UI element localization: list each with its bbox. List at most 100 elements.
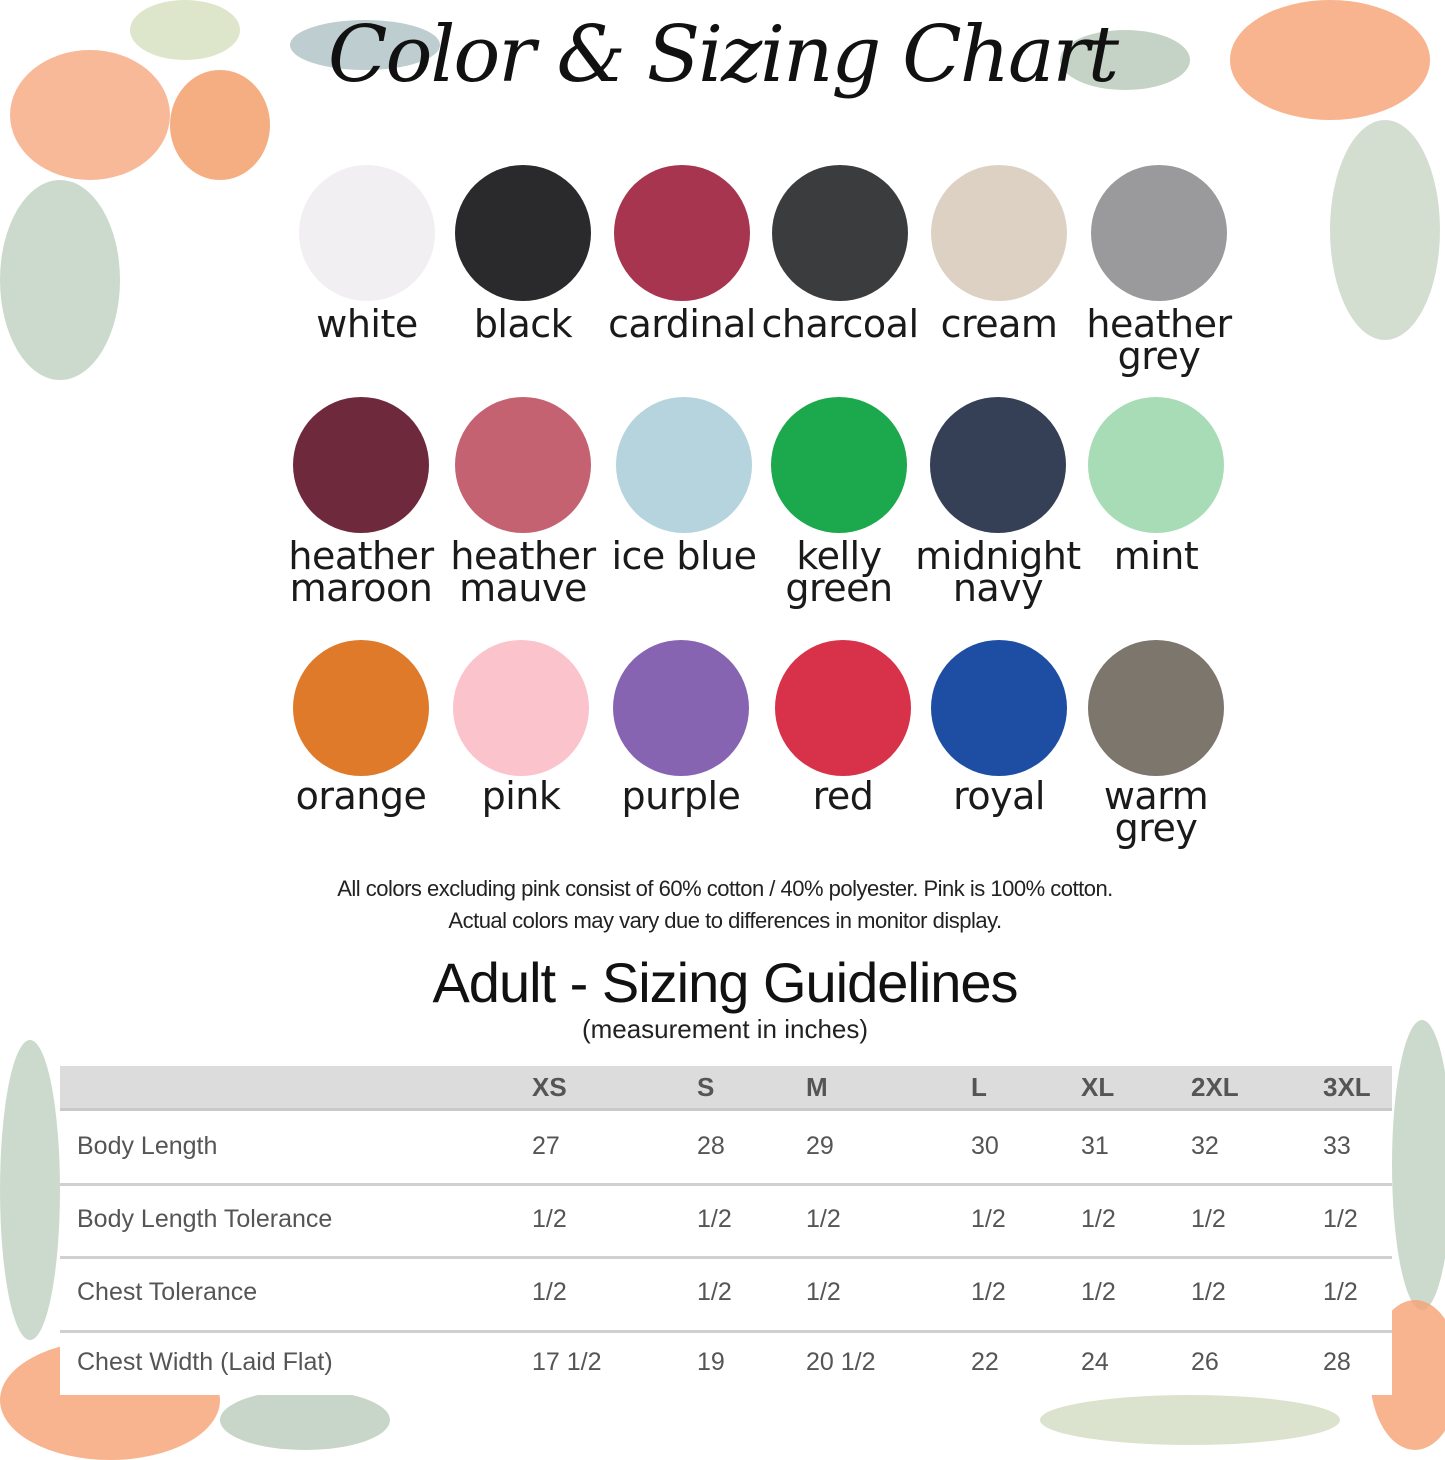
color-label-line1: royal <box>953 774 1045 818</box>
color-swatch <box>775 640 911 776</box>
color-swatch <box>1088 640 1224 776</box>
table-row: Chest Tolerance 1/2 1/2 1/2 1/2 1/2 1/2 1/2 <box>60 1256 1392 1333</box>
color-label: red <box>758 774 928 818</box>
table-cell: 1/2 <box>1191 1205 1226 1233</box>
table-cell: 29 <box>806 1132 834 1160</box>
table-cell: 1/2 <box>697 1205 732 1233</box>
row-label: Body Length <box>77 1132 218 1160</box>
color-label-line1: cream <box>940 302 1058 346</box>
color-disclaimer: Actual colors may vary due to difference… <box>448 908 1002 933</box>
color-label: white <box>282 302 452 346</box>
sizing-title: Adult - Sizing Guidelines <box>432 951 1018 1014</box>
color-label: heather maroon <box>276 534 446 610</box>
color-label-line1: kelly <box>796 534 882 578</box>
table-cell: 22 <box>971 1348 999 1376</box>
color-label-line1: orange <box>295 774 427 818</box>
size-header: XS <box>532 1072 567 1102</box>
table-cell: 1/2 <box>806 1205 841 1233</box>
table-cell: 1/2 <box>1191 1278 1226 1306</box>
color-label-line1: pink <box>481 774 561 818</box>
table-cell: 28 <box>697 1132 725 1160</box>
color-label-line2: grey <box>1114 806 1198 850</box>
table-cell: 1/2 <box>971 1278 1006 1306</box>
size-header: L <box>971 1072 987 1102</box>
color-swatch <box>930 397 1066 533</box>
table-cell: 27 <box>532 1132 560 1160</box>
color-label: purple <box>596 774 766 818</box>
sizing-table: XS S M L XL 2XL 3XL Body Length 27 28 29 30 31 32 33 B… <box>60 1066 1392 1395</box>
color-label-line1: ice blue <box>611 534 757 578</box>
color-label: midnight navy <box>913 534 1083 610</box>
table-cell: 1/2 <box>1323 1278 1358 1306</box>
table-cell: 1/2 <box>697 1278 732 1306</box>
color-label: orange <box>276 774 446 818</box>
color-label-line2: maroon <box>289 566 433 610</box>
color-label: charcoal <box>755 302 925 346</box>
color-label-line1: heather <box>288 534 434 578</box>
table-cell: 28 <box>1323 1348 1351 1376</box>
table-header: XS S M L XL 2XL 3XL <box>60 1066 1392 1111</box>
table-cell: 1/2 <box>806 1278 841 1306</box>
row-label: Chest Width (Laid Flat) <box>77 1348 333 1376</box>
table-cell: 1/2 <box>1081 1205 1116 1233</box>
color-label-line1: charcoal <box>761 302 919 346</box>
color-swatch <box>1091 165 1227 301</box>
table-row: Body Length 27 28 29 30 31 32 33 <box>60 1111 1392 1186</box>
color-label: black <box>438 305 608 343</box>
color-swatch <box>453 640 589 776</box>
color-label-line1: mint <box>1113 534 1199 578</box>
color-swatch <box>455 165 591 301</box>
color-label: heather mauve <box>438 534 608 610</box>
color-label-line2: navy <box>952 566 1044 610</box>
table-cell: 24 <box>1081 1348 1109 1376</box>
color-swatch <box>614 165 750 301</box>
color-swatch <box>455 397 591 533</box>
color-label-line2: mauve <box>459 566 587 610</box>
color-label-line1: red <box>812 774 874 818</box>
color-label-line1: white <box>316 302 418 346</box>
fabric-note: All colors excluding pink consist of 60%… <box>337 876 1113 901</box>
table-cell: 1/2 <box>532 1205 567 1233</box>
table-cell: 1/2 <box>1081 1278 1116 1306</box>
color-label-line1: warm <box>1103 774 1209 818</box>
row-label: Chest Tolerance <box>77 1278 258 1306</box>
color-swatch <box>616 397 752 533</box>
table-cell: 1/2 <box>532 1278 567 1306</box>
color-swatch <box>613 640 749 776</box>
table-cell: 20 1/2 <box>806 1348 876 1376</box>
color-swatch <box>772 165 908 301</box>
color-label-line1: purple <box>621 774 741 818</box>
color-swatch <box>931 165 1067 301</box>
color-label-line1: midnight <box>915 534 1081 578</box>
size-header: M <box>806 1072 828 1102</box>
color-label: pink <box>436 774 606 818</box>
table-row: Chest Width (Laid Flat) 17 1/2 19 20 1/2 22 2… <box>60 1330 1392 1395</box>
color-label: heather grey <box>1074 302 1244 378</box>
color-label-line2: grey <box>1117 334 1201 378</box>
row-label: Body Length Tolerance <box>77 1205 333 1233</box>
table-cell: 32 <box>1191 1132 1219 1160</box>
color-label: mint <box>1071 534 1241 578</box>
color-label-line1: heather <box>450 534 596 578</box>
table-cell: 33 <box>1323 1132 1351 1160</box>
size-header: 3XL <box>1323 1072 1371 1102</box>
sizing-subtitle: (measurement in inches) <box>581 1014 869 1044</box>
color-swatch <box>293 640 429 776</box>
color-label-line1: heather <box>1086 302 1232 346</box>
table-cell: 26 <box>1191 1348 1219 1376</box>
color-swatch <box>931 640 1067 776</box>
size-header: S <box>697 1072 715 1102</box>
color-label: cardinal <box>597 302 767 346</box>
table-cell: 19 <box>697 1348 725 1376</box>
table-cell: 1/2 <box>971 1205 1006 1233</box>
table-row: Body Length Tolerance 1/2 1/2 1/2 1/2 1/2 1/2 1… <box>60 1183 1392 1259</box>
table-cell: 30 <box>971 1132 999 1160</box>
color-swatch <box>299 165 435 301</box>
size-header: XL <box>1081 1072 1115 1102</box>
color-label: kelly green <box>754 534 924 607</box>
color-swatch <box>1088 397 1224 533</box>
color-label-line1: cardinal <box>608 302 756 346</box>
color-label: warm grey <box>1071 774 1241 850</box>
color-label: ice blue <box>599 534 769 578</box>
color-swatch <box>293 397 429 533</box>
